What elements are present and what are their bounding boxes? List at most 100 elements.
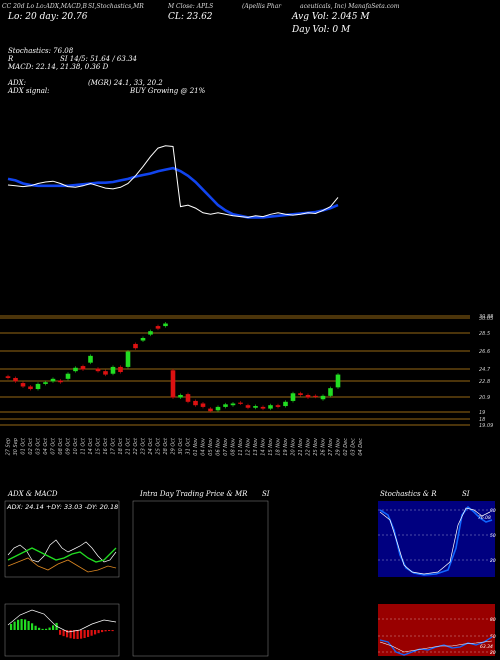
date-label-14: 17 Oct [111,437,117,455]
date-label-36: 18 Nov [276,437,282,456]
candle-42 [320,395,326,400]
macd-bar-12 [52,625,55,630]
level-label-0: 30.88 [479,314,493,320]
minus-di-line [7,557,117,573]
candle-38 [290,393,296,401]
candle-30 [230,403,236,406]
header-title-5: aceuticals, Inc) ManafaSeta.com [300,3,400,10]
date-label-28: 06 Nov [216,437,222,456]
date-label-38: 20 Nov [291,437,297,456]
candle-34 [260,406,266,409]
macd-bar-4 [24,619,27,630]
stoch-level-label-0: 80 [490,508,496,514]
date-label-5: 04 Oct [43,437,49,455]
date-label-45: 02 Dec [343,438,349,456]
price-line [7,145,339,218]
candle-29 [223,404,228,407]
date-label-11: 14 Oct [88,437,94,455]
macd-bar-11 [48,627,51,630]
si-level-label-1: 50 [490,634,496,640]
date-label-31: 11 Nov [238,437,244,456]
level-label-3: 26.6 [479,349,490,355]
date-label-46: 03 Dec [351,438,357,456]
macd-bar-20 [80,630,83,639]
date-label-6: 07 Oct [51,437,57,455]
candles [5,322,341,413]
lo-20day: Lo: 20 day: 20.76 [8,12,88,22]
intraday-si-label: SI [262,490,270,498]
date-label-37: 19 Nov [283,437,289,456]
date-label-17: 22 Oct [133,437,139,455]
date-label-33: 13 Nov [253,437,259,456]
date-label-34: 14 Nov [261,437,267,456]
avg-volume: Avg Vol: 2.045 M [292,12,370,22]
adx-line [7,539,117,563]
date-label-26: 04 Nov [201,437,207,456]
candle-35 [268,405,273,409]
candle-24 [185,394,191,402]
date-label-13: 16 Oct [103,437,109,455]
date-label-8: 09 Oct [66,437,72,455]
stochastics-readout: Stochastics: 76.08 [8,47,74,55]
candle-7 [58,380,63,383]
macd-bar-19 [76,630,79,639]
candle-11 [88,355,93,363]
candle-10 [80,366,86,370]
intraday-panel-title: Intra Day Trading Price & MR [140,490,248,498]
candle-6 [50,378,56,382]
plus-di-line [7,547,117,563]
macd-readout: MACD: 22.14, 21.38, 0.36 D [8,63,109,71]
si-line [379,636,493,656]
macd-bar-1 [13,621,16,630]
level-label-1: 30.05 [479,316,493,322]
date-label-15: 18 Oct [118,437,124,455]
candle-31 [238,402,243,404]
macd-bar-24 [94,630,97,635]
date-label-10: 11 Oct [81,437,87,455]
upper-overlay [7,145,339,219]
candle-2 [20,383,26,387]
header-title-2: SI,Stochastics,MR [88,3,144,10]
candle-40 [305,394,311,398]
macd-bar-28 [108,630,111,632]
candle-36 [275,405,281,407]
candle-15 [118,366,123,373]
stoch-lines: 80 50 20 76.08 [378,505,496,576]
date-label-22: 29 Oct [171,437,177,455]
candle-26 [200,403,206,407]
header-title-1: CC 20d Lo Lo:ADX,MACD,B [2,3,87,10]
candle-4 [35,383,41,390]
si-value: 63.34 [480,644,493,650]
candle-17 [133,343,138,349]
macd-bar-5 [27,621,30,630]
adx-label: ADX: [8,79,27,87]
date-label-40: 22 Nov [306,437,312,456]
date-label-39: 21 Nov [298,437,304,456]
stoch-panel-title: Stochastics & R [380,490,437,498]
si-panel [378,604,495,656]
date-label-2: 01 Oct [21,437,27,455]
date-label-27: 05 Nov [208,437,214,456]
stoch-si-label: SI [462,490,470,498]
macd-line [7,609,117,633]
adx-lines [7,539,117,573]
date-label-41: 25 Nov [313,437,319,456]
mgr-readout: (MGR) 24.1, 33, 20.2 [88,79,163,87]
date-label-35: 15 Nov [268,437,274,456]
candle-20 [155,326,161,329]
level-label-2: 28.5 [479,331,490,337]
date-label-20: 25 Oct [156,437,162,455]
macd-bars [7,609,117,639]
date-label-32: 12 Nov [246,437,252,456]
macd-bar-10 [45,628,48,630]
level-label-7: 19 [479,410,485,416]
macd-bar-6 [31,623,34,630]
stoch-d-line [379,507,491,575]
candle-0 [5,376,11,378]
level-label-8: 18 [479,417,485,423]
stoch-level-label-1: 50 [490,533,496,539]
date-label-0: 27 Sep [6,438,12,455]
